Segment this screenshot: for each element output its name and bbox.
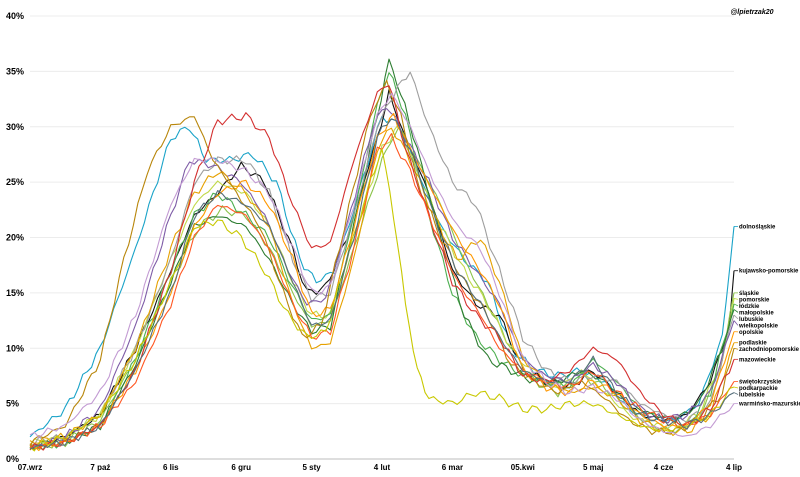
x-tick-label: 4 lip [726,463,742,472]
series-label: lubelskie [739,392,765,398]
series-label: warmińsko-mazurskie [738,402,800,408]
x-tick-label: 4 lut [374,463,391,472]
y-tick-label: 5% [6,399,19,409]
series-line [29,118,735,450]
y-tick-label: 20% [6,233,24,243]
series-label: pomorskie [739,297,770,303]
x-tick-label: 7 paź [90,463,110,472]
series-label: kujawsko-pomorskie [739,269,799,275]
x-tick-label: 5 sty [302,463,321,472]
label-leader [733,314,739,320]
series-line [29,85,735,451]
label-leader [733,392,739,395]
series-label: opolskie [739,330,764,336]
x-tick-label: 05.kwi [511,463,535,472]
series-label: zachodniopomorskie [739,347,800,353]
series-line [29,127,735,444]
x-axis-ticks: 07.wrz 7 paź 6 lis 6 gru 5 sty 4 lut 6 mar 05.k… [18,463,742,472]
label-leader [733,309,739,313]
series-label: mazowieckie [739,357,776,363]
series-label: dolnośląskie [739,224,776,230]
x-tick-label: 6 lis [163,463,179,472]
series-label: świętokrzyskie [739,379,782,385]
y-axis-ticks: 0% 5% 10% 15% 20% 25% 30% 35% 40% [6,11,24,464]
x-tick-label: 6 mar [442,463,463,472]
label-leader [733,386,739,389]
grid [30,15,734,460]
x-tick-label: 5 maj [583,463,603,472]
series-line [29,79,735,447]
series-line [29,115,735,438]
series-line [29,112,735,452]
y-tick-label: 10% [6,343,24,353]
y-tick-label: 40% [6,11,24,21]
x-tick-label: 07.wrz [18,463,42,472]
y-tick-label: 30% [6,122,24,132]
series-label: łódzkie [739,304,760,310]
author-credit: @lpietrzak20 [730,9,773,16]
x-tick-label: 4 cze [654,463,674,472]
series-line [29,148,735,452]
series-label: małopolskie [739,310,774,316]
series-label: podkarpackie [739,386,778,392]
series-line [29,71,735,446]
series-label: śląskie [739,291,760,297]
y-tick-label: 35% [6,66,24,76]
y-tick-label: 15% [6,288,24,298]
series-labels: dolnośląskie kujawsko-pomorskie śląskiepom… [733,224,800,408]
label-leader [733,303,739,307]
label-leader [733,298,739,300]
y-tick-label: 0% [6,454,19,464]
series-label: podlaskie [739,341,767,347]
x-tick-label: 6 gru [231,463,251,472]
label-leader [733,347,739,350]
series-line [29,92,735,438]
label-leader [733,320,739,326]
y-tick-label: 25% [6,177,24,187]
series-lines [29,58,735,452]
series-label: wielkopolskie [738,323,779,329]
series-label: lubuskie [739,317,764,323]
